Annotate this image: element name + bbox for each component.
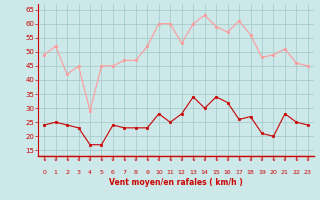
X-axis label: Vent moyen/en rafales ( km/h ): Vent moyen/en rafales ( km/h ) xyxy=(109,178,243,187)
